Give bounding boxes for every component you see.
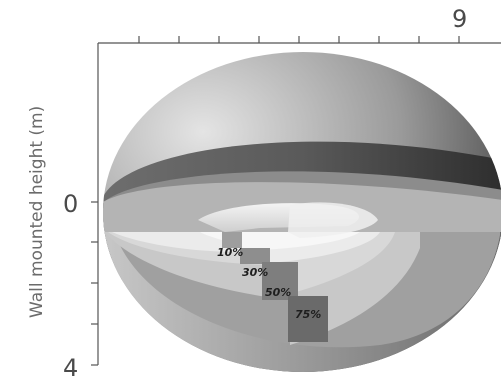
y-axis-label: Wall mounted height (m) — [27, 106, 47, 318]
step-edge-10 — [222, 232, 242, 248]
zone-label-75: 75% — [295, 308, 321, 321]
cutaway-mid — [288, 202, 378, 238]
left-axis-tick-label-4: 4 — [63, 354, 78, 379]
zone-label-10: 10% — [217, 246, 243, 259]
left-axis-tick-label-0: 0 — [63, 190, 78, 218]
zone-label-30: 30% — [242, 266, 268, 279]
zone-label-50: 50% — [265, 286, 291, 299]
step-edge-50 — [262, 262, 298, 300]
axes — [91, 36, 501, 366]
left-axis-ticks — [91, 201, 98, 366]
step-edge-75 — [288, 296, 328, 342]
top-axis-tick-label: 9 — [452, 5, 467, 33]
step-edge-30 — [240, 248, 270, 264]
top-axis-ticks — [138, 36, 460, 43]
